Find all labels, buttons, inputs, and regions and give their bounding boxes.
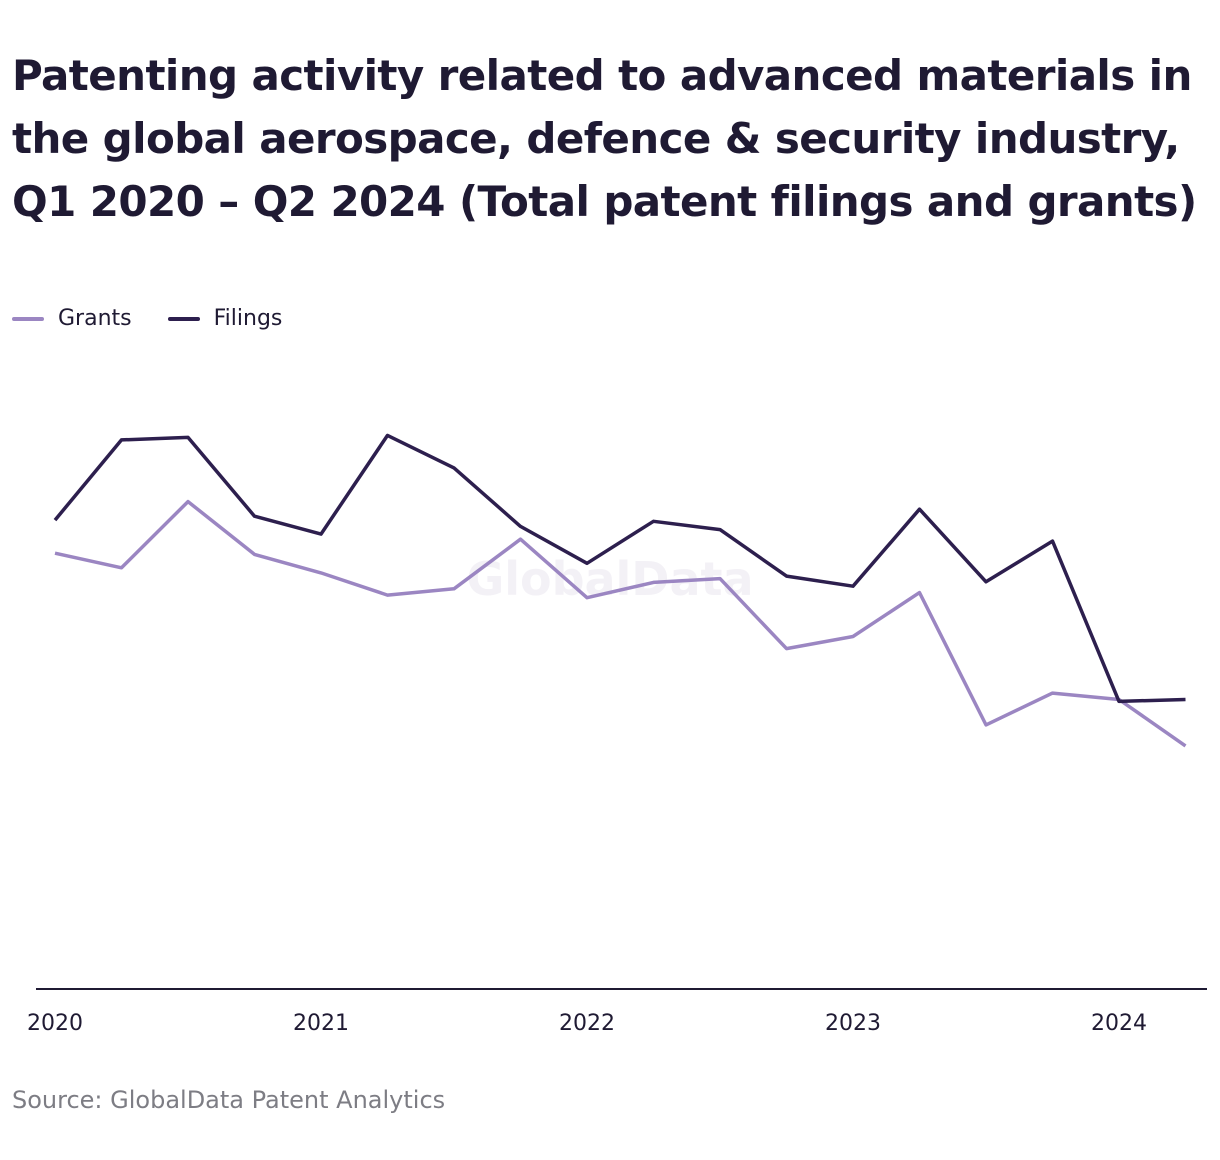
legend-label-grants: Grants bbox=[58, 306, 132, 331]
legend-swatch-filings bbox=[167, 316, 200, 321]
legend-item-grants: Grants bbox=[12, 306, 132, 331]
x-tick-label-2023: 2023 bbox=[825, 1011, 881, 1036]
source-note: Source: GlobalData Patent Analytics bbox=[12, 1086, 446, 1114]
legend-item-filings: Filings bbox=[167, 306, 283, 331]
series-line-grants bbox=[54, 499, 1187, 748]
x-tick-label-2022: 2022 bbox=[559, 1011, 615, 1036]
x-tick-label-2020: 2020 bbox=[27, 1011, 83, 1036]
legend: Grants Filings bbox=[12, 306, 282, 331]
legend-swatch-grants bbox=[12, 316, 44, 321]
line-chart: GlobalData 2020 2021 2022 2023 2024 bbox=[27, 433, 1207, 1036]
series-line-filings bbox=[53, 433, 1186, 704]
legend-label-filings: Filings bbox=[213, 306, 283, 331]
x-axis-ticks: 2020 2021 2022 2023 2024 bbox=[27, 1011, 1147, 1036]
x-tick-label-2024: 2024 bbox=[1091, 1011, 1147, 1036]
x-tick-label-2021: 2021 bbox=[293, 1011, 349, 1036]
chart-title: Patenting activity related to advanced m… bbox=[12, 51, 1197, 226]
series-lines bbox=[53, 433, 1187, 748]
